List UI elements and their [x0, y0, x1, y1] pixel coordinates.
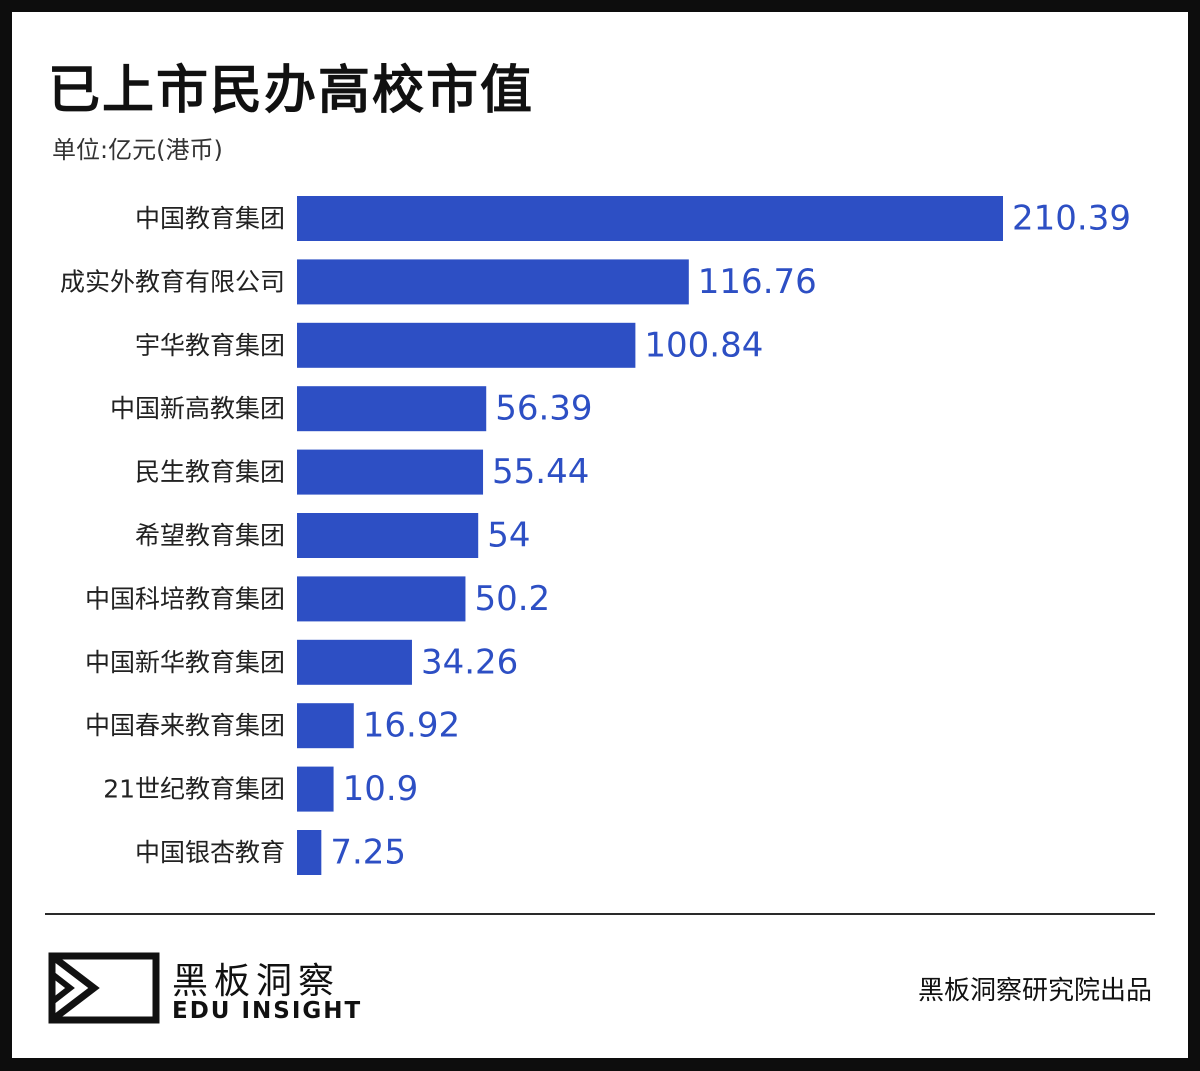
- value-label: 54: [487, 516, 530, 556]
- value-label: 7.25: [330, 833, 406, 873]
- bar: [297, 830, 322, 875]
- edu-insight-logo-icon: [48, 952, 160, 1024]
- bar: [297, 703, 354, 749]
- category-label: 民生教育集团: [135, 458, 285, 487]
- value-label: 56.39: [495, 389, 592, 429]
- category-label: 中国银杏教育: [135, 838, 285, 867]
- value-label: 210.39: [1012, 199, 1131, 239]
- unit-label: 单位:亿元(港币): [52, 136, 223, 164]
- bar-chart: 中国教育集团 210.39 成实外教育有限公司 116.76 宇华教育集团 100.84 中…: [60, 196, 1131, 875]
- footer-divider: [45, 913, 1155, 915]
- category-label: 中国新华教育集团: [85, 648, 285, 677]
- bar: [297, 639, 412, 685]
- chart-title: 已上市民办高校市值: [48, 61, 535, 121]
- category-label: 中国教育集团: [135, 204, 285, 233]
- category-label: 宇华教育集团: [135, 331, 285, 360]
- value-label: 10.9: [343, 769, 419, 809]
- value-label: 34.26: [421, 642, 518, 682]
- bar: [297, 259, 689, 305]
- logo-english-name: EDU INSIGHT: [172, 998, 363, 1024]
- bar: [297, 322, 636, 368]
- category-label: 21世纪教育集团: [103, 775, 285, 804]
- source-credit: 黑板洞察研究院出品: [917, 976, 1152, 1006]
- value-label: 50.2: [474, 579, 550, 619]
- category-label: 中国科培教育集团: [85, 584, 285, 613]
- category-label: 成实外教育有限公司: [60, 267, 285, 296]
- value-label: 16.92: [363, 706, 460, 746]
- value-label: 55.44: [492, 452, 589, 492]
- value-label: 100.84: [644, 325, 763, 365]
- logo-chinese-name: 黑板洞察: [172, 961, 341, 1002]
- bar: [297, 576, 466, 622]
- value-label: 116.76: [698, 262, 817, 302]
- bar: [297, 386, 487, 432]
- chart-card: 已上市民办高校市值 单位:亿元(港币) 中国教育集团 210.39 成实外教育有限公…: [12, 12, 1188, 1058]
- bar: [297, 449, 484, 495]
- category-label: 希望教育集团: [135, 521, 285, 550]
- bar: [297, 766, 334, 812]
- bar: [297, 196, 1003, 241]
- bar: [297, 513, 479, 558]
- category-label: 中国春来教育集团: [85, 711, 285, 740]
- category-label: 中国新高教集团: [110, 394, 285, 423]
